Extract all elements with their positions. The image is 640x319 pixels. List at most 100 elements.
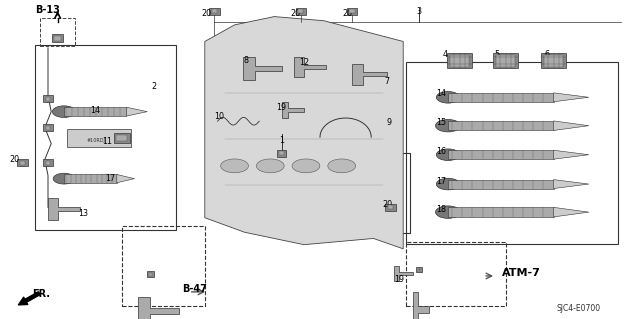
Text: FR.: FR. bbox=[32, 289, 50, 299]
Text: SJC4-E0700: SJC4-E0700 bbox=[557, 304, 601, 313]
Polygon shape bbox=[205, 17, 403, 249]
Bar bbox=[116, 135, 127, 141]
Bar bbox=[406, 242, 506, 306]
Circle shape bbox=[292, 159, 320, 173]
Bar bbox=[296, 8, 306, 15]
Bar bbox=[450, 55, 469, 67]
Bar bbox=[46, 126, 51, 130]
Bar bbox=[114, 133, 129, 143]
Bar bbox=[44, 95, 53, 102]
Text: 4: 4 bbox=[442, 50, 447, 59]
Bar bbox=[388, 205, 393, 209]
Polygon shape bbox=[352, 64, 387, 85]
Circle shape bbox=[435, 120, 461, 132]
Polygon shape bbox=[554, 180, 589, 189]
Bar bbox=[448, 207, 554, 217]
Circle shape bbox=[257, 159, 284, 173]
Bar bbox=[52, 34, 63, 42]
Bar bbox=[448, 180, 554, 189]
Bar bbox=[349, 9, 355, 13]
Bar bbox=[122, 226, 205, 306]
Circle shape bbox=[436, 178, 460, 190]
Polygon shape bbox=[48, 198, 80, 220]
Text: B-13: B-13 bbox=[35, 5, 60, 15]
Bar bbox=[448, 93, 554, 102]
Polygon shape bbox=[116, 174, 134, 183]
Text: 20: 20 bbox=[10, 155, 20, 164]
Bar bbox=[46, 161, 51, 165]
Text: 18: 18 bbox=[436, 205, 447, 214]
Bar bbox=[496, 55, 515, 67]
Text: 15: 15 bbox=[436, 118, 447, 127]
Circle shape bbox=[52, 106, 76, 117]
Polygon shape bbox=[554, 207, 589, 217]
Bar bbox=[447, 53, 472, 68]
Text: 2: 2 bbox=[151, 82, 156, 91]
Text: 11: 11 bbox=[102, 137, 113, 146]
Text: 6: 6 bbox=[545, 50, 550, 59]
Circle shape bbox=[221, 159, 248, 173]
Bar bbox=[20, 161, 25, 165]
Circle shape bbox=[435, 206, 461, 219]
Text: #10RDJ: #10RDJ bbox=[86, 138, 106, 143]
Text: 5: 5 bbox=[494, 50, 499, 59]
Bar bbox=[385, 204, 396, 211]
Polygon shape bbox=[138, 297, 179, 319]
Bar bbox=[298, 9, 303, 13]
Bar bbox=[147, 271, 154, 277]
Text: 14: 14 bbox=[90, 106, 100, 115]
Bar bbox=[44, 124, 53, 131]
Bar bbox=[448, 121, 554, 130]
Bar bbox=[355, 153, 410, 233]
Text: ATM-7: ATM-7 bbox=[502, 268, 541, 278]
Text: B-47: B-47 bbox=[182, 284, 207, 294]
Text: 20: 20 bbox=[342, 9, 353, 18]
Bar bbox=[416, 267, 422, 272]
Bar bbox=[448, 150, 554, 159]
Bar bbox=[544, 55, 563, 67]
Text: 13: 13 bbox=[78, 209, 88, 218]
Text: 20: 20 bbox=[383, 200, 393, 209]
Bar bbox=[212, 9, 217, 13]
Polygon shape bbox=[243, 57, 282, 80]
Bar bbox=[419, 269, 420, 271]
Polygon shape bbox=[127, 107, 147, 116]
Bar bbox=[493, 53, 518, 68]
Circle shape bbox=[436, 149, 460, 160]
Text: 8: 8 bbox=[244, 56, 249, 65]
Text: 3: 3 bbox=[417, 7, 422, 16]
Text: 10: 10 bbox=[214, 112, 225, 121]
Bar bbox=[541, 53, 566, 68]
Text: 17: 17 bbox=[436, 177, 447, 186]
Bar bbox=[67, 129, 131, 147]
Bar bbox=[44, 159, 53, 166]
Text: 16: 16 bbox=[436, 147, 447, 156]
Bar bbox=[406, 62, 618, 244]
Bar bbox=[277, 150, 287, 157]
Text: 19: 19 bbox=[276, 103, 287, 112]
Bar bbox=[17, 159, 28, 166]
Bar bbox=[64, 107, 127, 116]
Text: 14: 14 bbox=[436, 89, 447, 98]
Bar bbox=[149, 273, 152, 276]
Text: 17: 17 bbox=[105, 174, 115, 183]
Polygon shape bbox=[554, 150, 589, 159]
Polygon shape bbox=[554, 121, 589, 130]
Circle shape bbox=[53, 173, 75, 184]
Polygon shape bbox=[294, 57, 326, 77]
Circle shape bbox=[328, 159, 356, 173]
Polygon shape bbox=[554, 93, 589, 102]
Bar bbox=[347, 8, 357, 15]
Text: 1: 1 bbox=[279, 136, 284, 145]
Polygon shape bbox=[413, 292, 429, 319]
Text: 7: 7 bbox=[385, 77, 390, 86]
Bar bbox=[35, 45, 176, 230]
Text: 12: 12 bbox=[299, 58, 309, 67]
Bar bbox=[209, 8, 220, 15]
Polygon shape bbox=[394, 266, 413, 281]
Text: 20: 20 bbox=[291, 9, 301, 18]
Bar bbox=[280, 151, 284, 155]
Bar bbox=[64, 174, 116, 183]
Circle shape bbox=[436, 92, 460, 103]
Bar bbox=[54, 36, 61, 41]
